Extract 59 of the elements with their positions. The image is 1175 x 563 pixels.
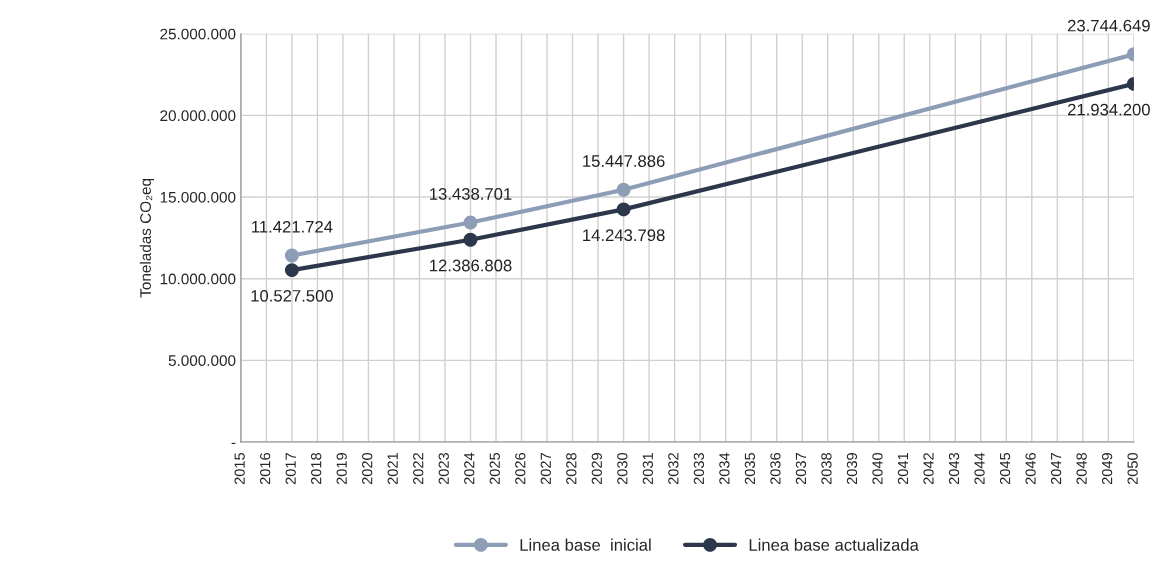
point (463, 215, 478, 230)
point (616, 202, 631, 217)
x-tick-label: 2034 (719, 452, 730, 485)
x-tick-label: 2043 (948, 453, 960, 485)
x-tick-label: 2050 (1127, 452, 1138, 485)
data-label: 23.744.649 (1067, 19, 1150, 32)
data-label: 21.934.200 (1067, 103, 1150, 116)
x-tick-label: 2027 (540, 453, 551, 485)
data-label: 12.386.808 (430, 259, 512, 272)
legend-label: Linea base inicial (520, 538, 651, 551)
x-tick-label: 2029 (591, 453, 602, 485)
x-tick-label: 2022 (413, 453, 424, 485)
x-tick-label: 2030 (617, 452, 628, 485)
x-tick-label: 2021 (387, 453, 398, 485)
point (284, 248, 299, 263)
x-tick-label: 2019 (336, 453, 347, 485)
x-tick-label: 2025 (489, 452, 500, 485)
y-tick-label: 20.000.000 (160, 110, 236, 122)
data-label: 11.421.724 (252, 220, 333, 233)
x-tick-label: 2026 (515, 453, 526, 485)
x-tick-label: 2044 (974, 452, 985, 485)
x-tick-label: 2040 (872, 452, 883, 485)
x-tick-label: 2047 (1050, 453, 1062, 485)
x-tick-label: 2017 (285, 453, 296, 485)
x-tick-label: 2035 (744, 452, 756, 485)
y-tick-label: 5.000.000 (168, 355, 236, 367)
data-label: 14.243.798 (583, 229, 665, 242)
x-tick-label: 2032 (668, 453, 679, 485)
x-tick-label: 2048 (1076, 453, 1087, 485)
x-tick-label: 2036 (770, 453, 781, 485)
x-tick-label: 2023 (438, 453, 449, 485)
x-tick-label: 2038 (821, 453, 832, 485)
x-tick-label: 2037 (795, 453, 807, 485)
y-tick-label: 25.000.000 (160, 28, 236, 40)
legend-label: Linea base actualizada (749, 538, 919, 551)
data-label: 13.438.701 (430, 188, 512, 200)
data-label: 15.447.886 (583, 155, 665, 167)
x-tick-label: 2020 (362, 452, 373, 485)
x-tick-label: 2028 (566, 453, 577, 485)
x-tick-label: 2042 (923, 453, 934, 485)
x-tick-label: 2049 (1101, 453, 1113, 485)
y-tick-label: 15.000.000 (160, 191, 236, 203)
data-label: 10.527.500 (251, 289, 333, 302)
x-tick-label: 2016 (259, 453, 271, 485)
point (616, 182, 631, 197)
x-tick-label: 2045 (999, 452, 1011, 485)
x-tick-label: 2046 (1025, 453, 1036, 485)
y-axis-title: Toneladas CO₂eq (139, 178, 154, 298)
point (463, 232, 478, 247)
x-tick-label: 2018 (311, 453, 322, 485)
x-tick-label: 2015 (234, 452, 245, 485)
y-tick-label: 10.000.000 (160, 273, 236, 285)
x-tick-label: 2041 (897, 453, 909, 485)
y-tick-label: - (231, 442, 236, 445)
x-tick-label: 2039 (846, 453, 858, 485)
point (284, 263, 299, 278)
x-tick-label: 2031 (642, 453, 654, 485)
x-tick-label: 2024 (464, 452, 475, 485)
x-tick-label: 2033 (693, 453, 705, 485)
